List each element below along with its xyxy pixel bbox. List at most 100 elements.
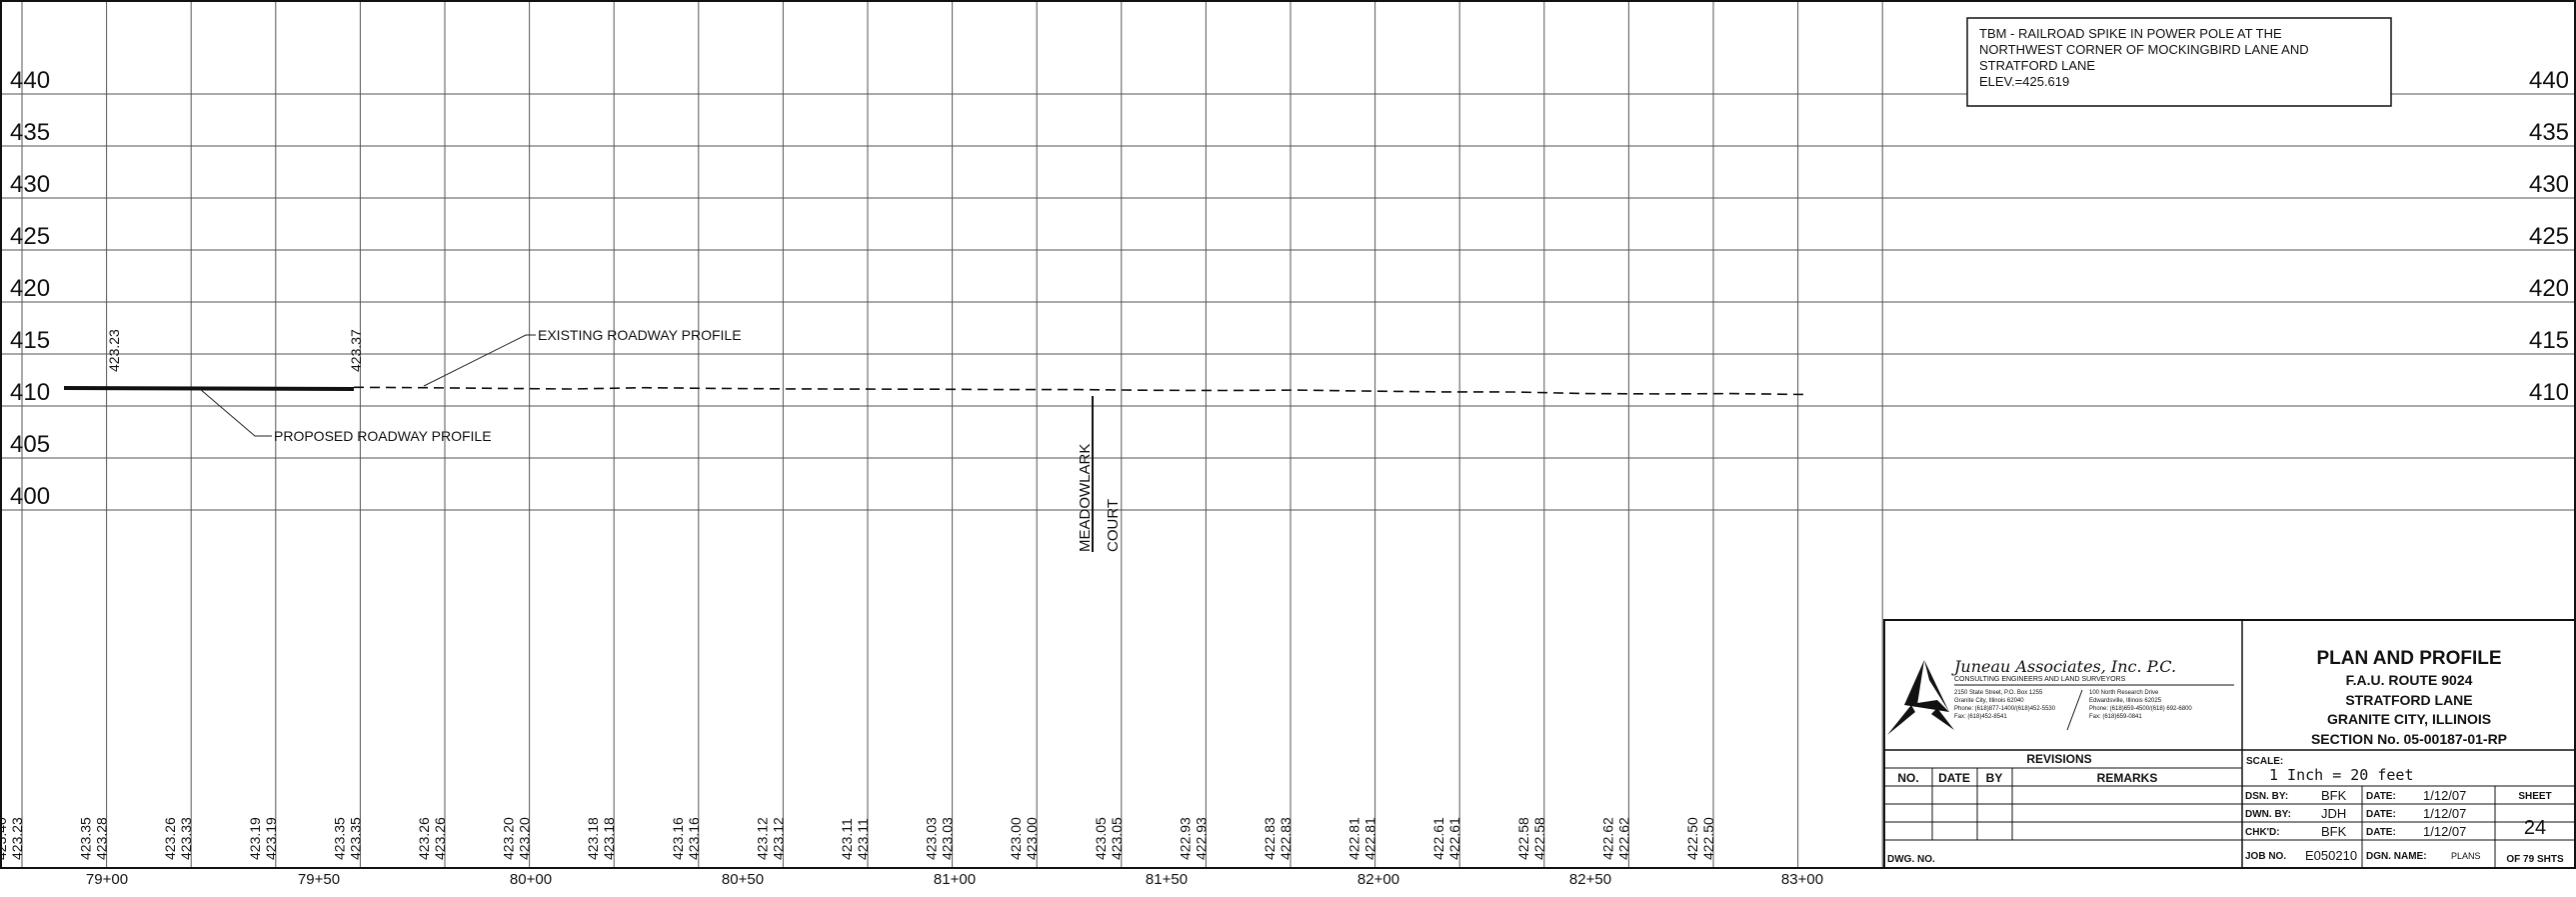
- station-label: 79+50: [298, 871, 340, 888]
- bottom-proposed-elevation: 423.12: [770, 817, 786, 860]
- bottom-proposed-elevation: 423.18: [601, 817, 617, 860]
- dwn-by-label: DWN. BY:: [2245, 809, 2291, 820]
- elevation-labels-left: 440 435 430 425 420 415 410 405 400: [10, 67, 50, 510]
- date-value-2: 1/12/07: [2423, 806, 2466, 821]
- bottom-existing-elevation: 422.62: [1599, 817, 1615, 860]
- dwn-by-value: JDH: [2321, 806, 2346, 821]
- station-labels: 79+00 79+50 80+00 80+50 81+00 81+50 82+00 82+50…: [86, 871, 1823, 888]
- firm-addr-left-3: Phone: (618)877-1400/(618)452-5530: [1954, 706, 2056, 712]
- dsn-by-value: BFK: [2321, 788, 2347, 803]
- bottom-existing-elevation: 423.35: [78, 817, 94, 860]
- bottom-existing-elevation: 422.93: [1177, 817, 1193, 860]
- firm-addr-left-1: 2150 State Street, P.O. Box 1255: [1954, 690, 2043, 696]
- dgn-value: PLANS: [2451, 851, 2481, 861]
- rev-remarks-header: REMARKS: [2097, 771, 2158, 785]
- benchmark-line-2: NORTHWEST CORNER OF MOCKINGBIRD LANE AND: [1979, 42, 2309, 57]
- street-name-1: MEADOWLARK: [1077, 444, 1094, 552]
- revisions-title: REVISIONS: [2026, 752, 2091, 766]
- scale-label: SCALE:: [2246, 756, 2283, 767]
- sheet-number: 24: [2524, 817, 2546, 839]
- chkd-value: BFK: [2321, 824, 2347, 839]
- city-title: GRANITE CITY, ILLINOIS: [2327, 711, 2491, 727]
- station-label: 80+50: [722, 871, 764, 888]
- elevation-label-right: 410: [2529, 379, 2569, 406]
- bottom-proposed-elevation: 422.83: [1278, 817, 1293, 860]
- section-title: SECTION No. 05-00187-01-RP: [2311, 731, 2507, 747]
- station-label: 82+00: [1357, 871, 1399, 888]
- elevation-label-left: 420: [10, 275, 50, 302]
- title-block: Juneau Associates, Inc. P.C. CONSULTING …: [1883, 619, 2576, 869]
- existing-profile-leader: [423, 334, 536, 387]
- bottom-existing-elevation: 422.81: [1346, 817, 1362, 860]
- annotations: 423.23 423.37 EXISTING ROADWAY PROFILE P…: [106, 327, 1122, 552]
- scale-value: 1 Inch = 20 feet: [2269, 766, 2414, 784]
- firm-addr-right-1: 100 North Research Drive: [2089, 690, 2159, 696]
- elevation-label-right: 420: [2529, 275, 2569, 302]
- elevation-label-right: 425: [2529, 223, 2569, 250]
- rev-no-header: NO.: [1897, 771, 1918, 785]
- street-name-2: COURT: [1105, 499, 1122, 552]
- station-label: 81+50: [1146, 871, 1188, 888]
- bottom-proposed-elevation: 423.11: [855, 818, 871, 860]
- station-label: 83+00: [1781, 871, 1823, 888]
- bottom-proposed-elevation: 422.62: [1615, 817, 1631, 860]
- bottom-existing-elevation: 423.26: [416, 817, 432, 860]
- bottom-existing-elevation: 423.18: [585, 817, 601, 860]
- bottom-proposed-elevation: 423.03: [940, 817, 956, 860]
- bottom-proposed-elevation: 423.35: [347, 817, 363, 860]
- rev-date-header: DATE: [1938, 771, 1970, 785]
- rev-by-header: BY: [1986, 771, 2003, 785]
- firm-subtitle: CONSULTING ENGINEERS AND LAND SURVEYORS: [1954, 676, 2126, 683]
- date-label-2: DATE:: [2366, 809, 2396, 820]
- job-label: JOB NO.: [2245, 851, 2286, 862]
- dwg-no-label: DWG. NO.: [1887, 854, 1935, 865]
- bottom-proposed-elevation: 422.93: [1193, 817, 1209, 860]
- bottom-proposed-elevation: 422.61: [1446, 817, 1462, 860]
- elevation-label-left: 425: [10, 223, 50, 250]
- date-label-3: DATE:: [2366, 827, 2396, 838]
- elevation-label-left: 415: [10, 327, 50, 354]
- firm-addr-right-4: Fax: (618)659-0841: [2089, 714, 2142, 720]
- bottom-existing-elevation: 423.20: [501, 817, 517, 860]
- firm-addr-left-2: Granite City, Illinois 62040: [1954, 698, 2024, 704]
- station-label: 80+00: [510, 871, 552, 888]
- bottom-existing-elevation: 423.05: [1093, 817, 1109, 860]
- elevation-labels-right: 440 435 430 425 420 415 410: [2529, 67, 2569, 406]
- date-value-1: 1/12/07: [2423, 788, 2466, 803]
- sheet-label: SHEET: [2518, 791, 2551, 802]
- proposed-profile-label: PROPOSED ROADWAY PROFILE: [274, 428, 492, 444]
- elevation-label-right: 415: [2529, 327, 2569, 354]
- dsn-by-label: DSN. BY:: [2245, 791, 2288, 802]
- elevation-label-left: 410: [10, 379, 50, 406]
- elevation-label-right: 435: [2529, 119, 2569, 146]
- bottom-existing-elevation: 422.83: [1262, 817, 1278, 860]
- bottom-existing-elevation: 422.58: [1515, 817, 1531, 860]
- bottom-existing-elevation: 423.00: [1008, 817, 1024, 860]
- bottom-proposed-elevation: 423.23: [9, 817, 25, 860]
- sheet-title: PLAN AND PROFILE: [2316, 648, 2501, 669]
- elevation-label-left: 435: [10, 119, 50, 146]
- date-label-1: DATE:: [2366, 791, 2396, 802]
- firm-addr-left-4: Fax: (618)452-8541: [1954, 714, 2007, 720]
- bottom-existing-elevation: 422.61: [1430, 817, 1446, 860]
- sheet-border: [0, 0, 2576, 869]
- bottom-elevation-labels: 423.40 423.23 423.35 423.28 423.26 423.33 423.…: [0, 817, 1716, 860]
- firm-name: Juneau Associates, Inc. P.C.: [1951, 657, 2176, 676]
- station-label: 79+00: [86, 871, 128, 888]
- benchmark-note: TBM - RAILROAD SPIKE IN POWER POLE AT TH…: [1966, 17, 2392, 107]
- bottom-existing-elevation: 423.19: [247, 817, 263, 860]
- existing-roadway-profile-line: [353, 386, 1805, 396]
- bottom-proposed-elevation: 423.20: [517, 817, 533, 860]
- bottom-proposed-elevation: 423.28: [94, 817, 110, 860]
- bottom-proposed-elevation: 423.33: [178, 817, 194, 860]
- bottom-proposed-elevation: 422.58: [1531, 817, 1547, 860]
- station-label: 81+00: [934, 871, 976, 888]
- date-value-3: 1/12/07: [2423, 824, 2466, 839]
- proposed-roadway-profile-line: [63, 386, 355, 391]
- firm-logo-icon: [1887, 660, 1954, 735]
- roadway-profiles: [63, 386, 1805, 396]
- route-title: F.A.U. ROUTE 9024: [2346, 672, 2473, 688]
- elevation-label-left: 430: [10, 171, 50, 198]
- elevation-label-left: 440: [10, 67, 50, 94]
